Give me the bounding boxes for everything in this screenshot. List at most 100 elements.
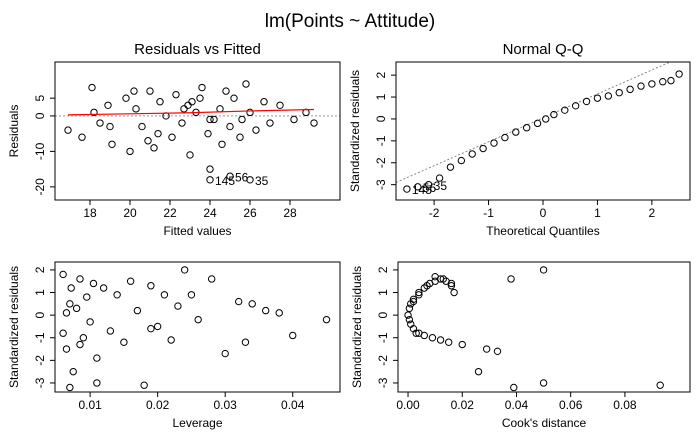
y-tick-label: 5 xyxy=(33,95,47,102)
point xyxy=(168,133,176,141)
point xyxy=(130,87,138,95)
point xyxy=(184,101,192,109)
point xyxy=(667,76,675,85)
point xyxy=(146,87,154,95)
y-tick-label: -10 xyxy=(33,142,47,160)
point xyxy=(510,383,518,392)
point xyxy=(154,129,162,138)
point xyxy=(144,137,152,145)
point xyxy=(246,176,254,184)
panel-title: Residuals vs Fitted xyxy=(134,41,261,58)
point xyxy=(99,284,108,292)
y-tick-label: -2 xyxy=(374,157,388,168)
x-tick-label: 1 xyxy=(594,206,601,220)
x-axis-label: Cook's distance xyxy=(502,416,587,430)
x-tick-label: 26 xyxy=(243,206,257,220)
point xyxy=(493,347,502,356)
point xyxy=(539,379,548,387)
point xyxy=(88,83,96,92)
point xyxy=(122,94,130,102)
y-tick-label: 1 xyxy=(376,289,390,296)
point xyxy=(637,82,645,90)
point xyxy=(147,324,155,333)
point xyxy=(180,266,189,274)
point xyxy=(172,90,180,99)
point xyxy=(196,94,204,102)
point xyxy=(140,381,148,389)
point xyxy=(79,334,88,342)
plot-box xyxy=(397,261,691,393)
point xyxy=(156,98,164,106)
point xyxy=(571,102,580,110)
point xyxy=(266,119,274,127)
point xyxy=(78,133,86,141)
point xyxy=(138,122,146,131)
x-tick-label: 0 xyxy=(540,206,547,220)
x-axis-label: Theoretical Quantiles xyxy=(486,224,599,238)
point xyxy=(322,315,331,324)
point xyxy=(76,340,84,349)
point xyxy=(226,172,234,180)
point-label: 35 xyxy=(255,174,269,188)
point xyxy=(76,275,84,283)
point xyxy=(59,329,67,337)
point xyxy=(93,379,101,387)
y-axis-label: Residuals xyxy=(7,105,21,158)
point xyxy=(198,83,206,92)
x-tick-label: -2 xyxy=(429,206,440,220)
x-tick-label: 22 xyxy=(163,206,177,220)
y-tick-label: -2 xyxy=(33,355,47,366)
point xyxy=(262,306,270,315)
point xyxy=(62,345,71,353)
point xyxy=(226,122,234,131)
y-tick-label: -3 xyxy=(33,377,47,388)
point xyxy=(439,275,447,283)
point xyxy=(479,144,487,153)
point-label: 35 xyxy=(434,179,448,193)
point xyxy=(86,318,94,326)
point xyxy=(445,338,453,346)
y-tick-label: -20 xyxy=(33,178,47,196)
point xyxy=(604,92,613,100)
point xyxy=(675,70,683,78)
x-tick-label: 0.03 xyxy=(214,398,238,412)
point xyxy=(72,304,81,313)
main-title: lm(Points ~ Attitude) xyxy=(265,11,436,32)
point xyxy=(133,306,142,315)
y-tick-label: -1 xyxy=(374,135,388,146)
point xyxy=(188,98,196,106)
point xyxy=(656,381,664,389)
plot-area xyxy=(396,62,683,193)
point xyxy=(405,315,414,324)
y-tick-label: 0 xyxy=(33,311,47,318)
point xyxy=(90,108,98,117)
point xyxy=(275,309,283,317)
point xyxy=(582,97,591,106)
plot-area xyxy=(55,80,340,184)
point xyxy=(539,266,548,274)
point xyxy=(404,311,412,319)
point xyxy=(221,349,229,358)
point xyxy=(409,324,418,333)
point xyxy=(490,139,498,147)
point xyxy=(67,284,75,292)
point xyxy=(204,129,212,138)
point xyxy=(276,101,284,109)
point xyxy=(66,300,74,308)
point xyxy=(405,304,414,313)
x-tick-label: 0.02 xyxy=(451,398,475,412)
point xyxy=(206,176,214,184)
point xyxy=(242,80,250,88)
point xyxy=(206,115,214,124)
point xyxy=(178,119,186,127)
point xyxy=(457,156,466,165)
plot-area xyxy=(59,266,331,392)
x-tick-label: 0.02 xyxy=(146,398,170,412)
point xyxy=(126,277,135,285)
point-label: 56 xyxy=(235,170,249,184)
point xyxy=(222,87,230,95)
point xyxy=(150,144,158,152)
point xyxy=(234,297,243,306)
point xyxy=(512,128,520,136)
